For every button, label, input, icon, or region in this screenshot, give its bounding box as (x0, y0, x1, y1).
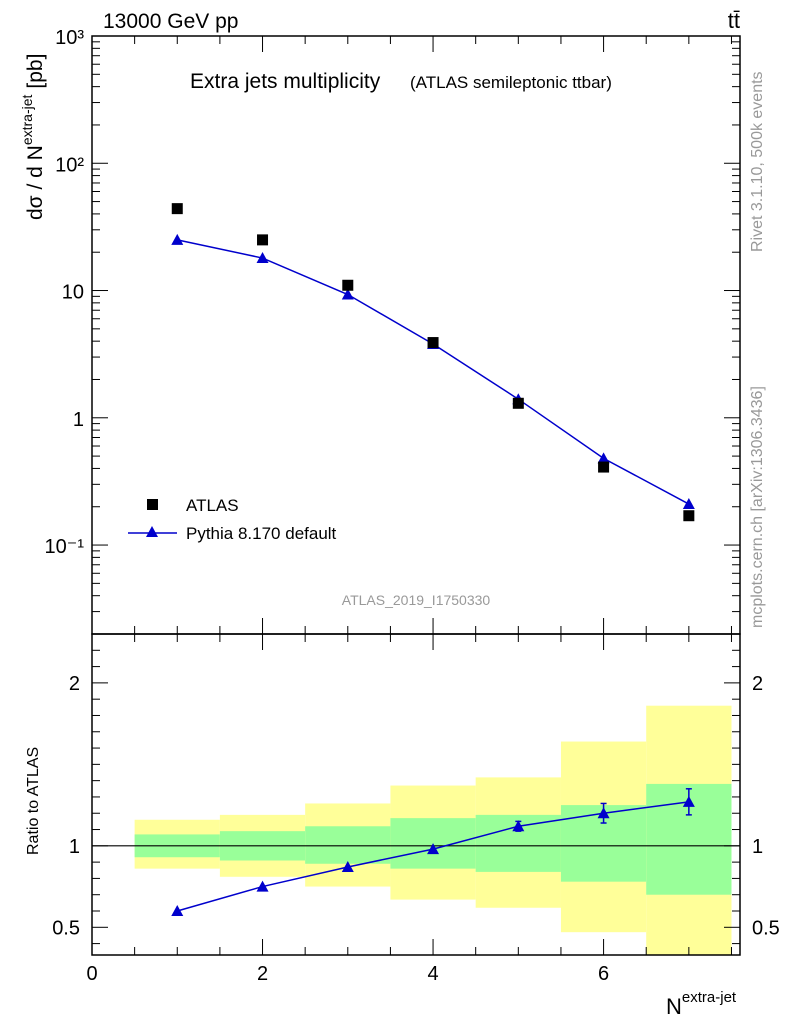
ratio-point (341, 861, 354, 873)
chart-subtitle: (ATLAS semileptonic ttbar) (410, 73, 612, 92)
pythia-line (177, 239, 690, 505)
analysis-id: ATLAS_2019_I1750330 (342, 592, 491, 608)
pythia-point (341, 288, 354, 300)
legend-atlas-marker (147, 499, 158, 510)
legend: ATLAS Pythia 8.170 default (128, 496, 337, 543)
chart-title: Extra jets multiplicity (190, 70, 381, 93)
ratio-point (427, 843, 440, 855)
atlas-point (427, 337, 439, 349)
x-tick-labels: 0 2 4 6 (86, 963, 609, 985)
x-tick-label: 6 (598, 963, 609, 985)
ratio-y-tick-label-right: 0.5 (752, 917, 780, 939)
ratio-y-tick-label-right: 2 (752, 673, 763, 695)
pythia-point (682, 498, 695, 510)
ratio-point (682, 795, 695, 807)
ratio-y-tick-labels: 0.5 0.5 1 1 2 2 (52, 673, 780, 939)
uncertainty-band-inner (305, 826, 391, 864)
legend-pythia-marker (146, 526, 158, 537)
ylabel-sup: extra-jet (19, 94, 35, 145)
y-tick-label: 10³ (55, 27, 84, 49)
ratio-y-axis-label: Ratio to ATLAS (25, 747, 42, 855)
y-tick-label: 10² (55, 154, 84, 176)
ratio-ticks (91, 633, 740, 955)
ratio-point (171, 905, 184, 917)
ratio-point (256, 880, 269, 892)
ratio-y-tick-label: 2 (69, 673, 80, 695)
y-tick-label: 10⁻¹ (45, 536, 85, 558)
x-axis-label: Nextra-jet (666, 989, 737, 1019)
upper-ticks (91, 35, 740, 635)
upper-y-tick-labels: 10⁻¹ 1 10 10² 10³ (45, 27, 85, 558)
ratio-y-tick-label: 1 (69, 836, 80, 858)
svg-text:dσ / d Nextra-jet[pb]: dσ / d Nextra-jet [pb] (19, 54, 47, 220)
x-tick-label: 2 (257, 963, 268, 985)
ylabel-unit: [pb] (24, 54, 47, 89)
x-tick-label: 0 (86, 963, 97, 985)
ratio-frame (91, 633, 741, 956)
atlas-point (342, 279, 354, 291)
ratio-point (597, 807, 610, 819)
ylabel-main: dσ / d N (24, 145, 47, 220)
mcplots-label: mcplots.cern.ch [arXiv:1306.3436] (749, 386, 766, 628)
y-tick-label: 1 (73, 409, 84, 431)
x-tick-label: 4 (427, 963, 438, 985)
rivet-version-label: Rivet 3.1.10, 500k events (749, 71, 766, 252)
atlas-point (512, 397, 524, 409)
xlabel-sup: extra-jet (682, 989, 737, 1006)
energy-label: 13000 GeV pp (103, 10, 238, 33)
ratio-point (512, 820, 525, 832)
pythia-point (171, 233, 184, 245)
process-label: tt̄ (728, 8, 740, 33)
ratio-y-tick-label-right: 1 (752, 836, 763, 858)
ratio-bands (134, 705, 732, 955)
atlas-point (598, 461, 610, 473)
atlas-point (171, 203, 183, 215)
pythia-point (597, 452, 610, 464)
upper-panel: 10⁻¹ 1 10 10² 10³ Extra jets multiplicity (A… (19, 27, 741, 635)
y-tick-label: 10 (62, 282, 84, 304)
legend-atlas-label: ATLAS (186, 496, 239, 515)
ratio-data (171, 788, 695, 917)
pythia-point (256, 252, 269, 264)
upper-data (171, 203, 695, 522)
upper-frame (91, 35, 741, 635)
upper-y-axis-label: dσ / d Nextra-jet [pb] (19, 54, 47, 220)
legend-pythia-label: Pythia 8.170 default (186, 524, 337, 543)
atlas-point (683, 510, 695, 522)
ratio-panel: 0.5 0.5 1 1 2 2 Ratio to ATLAS (25, 633, 780, 956)
xlabel-main: N (666, 994, 682, 1019)
ratio-y-tick-label: 0.5 (52, 917, 80, 939)
atlas-point (257, 234, 269, 246)
